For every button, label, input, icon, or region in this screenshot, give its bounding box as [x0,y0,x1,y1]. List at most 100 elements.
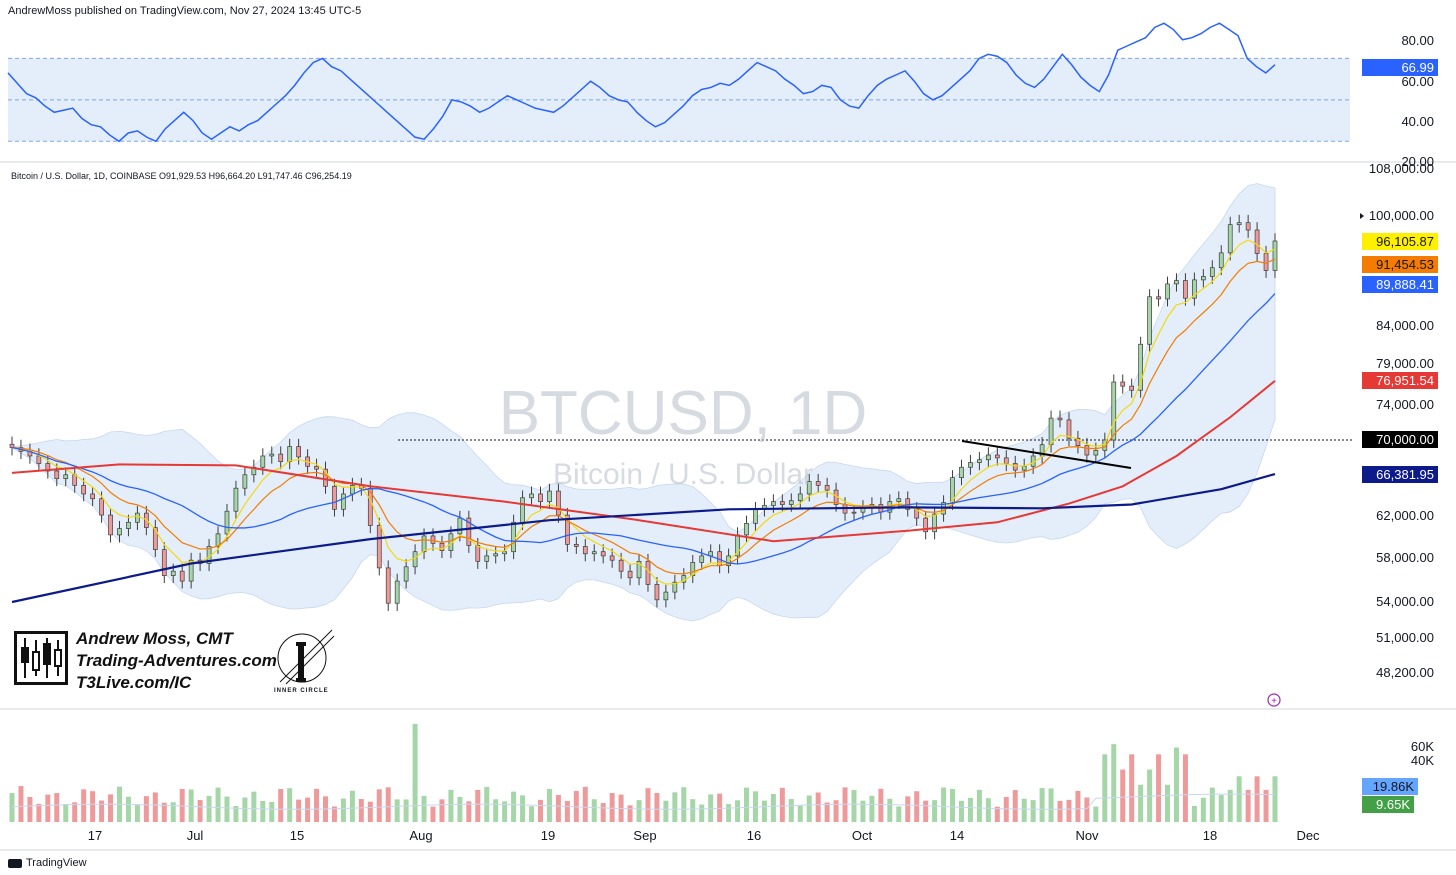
volume-bar-down [717,793,723,822]
volume-bar-up [63,804,69,822]
candle-down [1075,437,1081,446]
candle-up [1093,449,1099,456]
volume-bar-up [636,800,642,822]
candle-down [54,470,60,479]
volume-bar-up [170,802,176,822]
rsi-axis-tick: 80.00 [1401,33,1434,48]
candle-down [1057,417,1063,421]
volume-bar-down [72,802,78,822]
x-axis-tick: 14 [949,828,965,843]
price-axis-tick: 84,000.00 [1376,318,1434,333]
volume-bar-down [18,786,24,822]
price-axis-tick: 62,000.00 [1376,508,1434,523]
volume-bar-down [296,799,302,822]
volume-bar-up [887,798,893,822]
volume-bar-up [206,795,212,822]
ema-mid-line [11,258,1276,575]
volume-bar-down [385,787,391,822]
candle-up [1192,279,1197,299]
volume-bar-up [708,794,714,822]
volume-bar-up [1209,787,1215,822]
volume-bar-down [1245,789,1251,822]
candle-down [152,527,158,550]
candle-up [1200,276,1206,281]
volume-bar-down [1066,799,1072,822]
price-badge-sma_50: 76,951.54 [1362,372,1438,389]
candle-down [815,481,821,486]
volume-bar-down [1129,754,1135,822]
rsi-band [8,58,1350,142]
volume-bar-down [1182,754,1188,822]
candle-up [269,453,275,457]
volume-bar-up [950,788,956,822]
volume-bar-up [896,806,902,822]
volume-bar-down [161,802,167,822]
volume-bar-up [1093,806,1099,822]
candle-down [179,570,185,582]
volume-bars [9,723,1278,822]
volume-bar-down [305,797,311,822]
volume-ma-line [11,793,1276,810]
volume-bar-down [600,803,606,822]
volume-bar-down [90,791,96,822]
candle-down [466,517,472,546]
candle-up [1272,240,1278,271]
volume-bar-up [744,787,750,822]
volume-bar-up [125,796,131,822]
candle-up [699,555,705,563]
candle-up [851,511,857,514]
volume-bar-down [27,796,33,822]
rsi-axis-tick: 60.00 [1401,74,1434,89]
candle-down [565,514,570,545]
candle-down [439,542,445,551]
volume-bar-up [806,795,812,822]
price-axis-tick: 100,000.00 [1368,208,1434,223]
candle-up [1227,224,1233,254]
candle-up [135,512,140,523]
candle-up [233,487,239,512]
candle-down [1245,222,1251,231]
volume-bar-up [340,798,346,822]
candle-down [1084,445,1090,456]
candle-up [744,522,749,536]
inner-circle-logo: INNER CIRCLE [272,622,342,705]
volume-bar-up [457,796,463,822]
candle-down [1129,385,1135,391]
volume-bar-up [242,797,248,822]
rsi-value-badge: 66.99 [1362,59,1438,76]
candle-down [556,490,561,516]
candle-up [242,474,248,489]
volume-bar-down [905,796,911,822]
volume-bar-down [537,799,543,822]
volume-bar-down [914,791,920,822]
x-axis-tick: 18 [1202,828,1218,843]
volume-bar-up [1227,789,1233,822]
volume-bar-up [9,793,15,822]
volume-bar-up [770,793,776,822]
candle-down [1120,381,1126,387]
volume-bar-up [967,797,973,822]
volume-bar-up [529,806,535,822]
candle-down [923,517,929,533]
volume-bar-down [878,788,884,822]
volume-bar-up [869,795,875,822]
volume-bar-up [761,800,767,822]
candle-up [1174,280,1179,285]
volume-bar-up [958,800,964,822]
volume-bar-down [54,793,60,822]
rsi-axis-tick: 20.00 [1401,154,1434,169]
candle-down [609,555,615,561]
volume-bar-up [1200,797,1206,822]
candle-up [117,528,122,536]
volume-bar-up [1111,744,1117,822]
candle-up [932,513,937,533]
volume-ma-badge: 9.65K [1362,796,1414,813]
volume-bar-down [1263,789,1269,822]
candle-up [690,562,696,576]
volume-bar-down [466,801,472,822]
symbol-ohlc-legend: Bitcoin / U.S. Dollar, 1D, COINBASE O91,… [11,171,352,181]
candle-down [618,559,624,572]
volume-bar-down [1003,797,1009,822]
candle-up [484,555,490,562]
